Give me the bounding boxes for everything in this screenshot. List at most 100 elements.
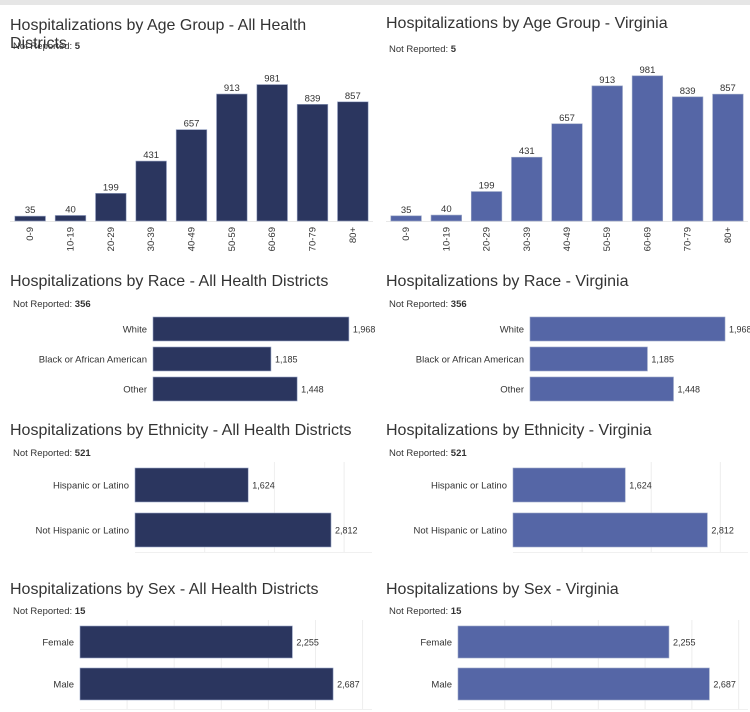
- race-all-category-label: Black or African American: [39, 355, 147, 366]
- age-all-bar: [175, 129, 208, 222]
- age-all-bar: [95, 193, 127, 222]
- age-va-chart: 35 0-9 40 10-19 199 20-29 431 30-39 657 40-49 913 5…: [386, 65, 748, 251]
- eth-all-category-label: Not Hispanic or Latino: [36, 526, 129, 537]
- not-reported-label: Not Reported:: [13, 41, 75, 52]
- age-va-tick-label: 0-9: [401, 227, 412, 241]
- age-all-data-label: 657: [184, 119, 200, 130]
- age-va-tick-label: 10-19: [441, 227, 452, 251]
- age-all-data-label: 35: [25, 205, 36, 216]
- eth-all-not-reported: Not Reported: 521: [13, 448, 91, 459]
- age-all-data-label: 839: [305, 93, 321, 104]
- age-all-tick-label: 70-79: [308, 227, 319, 251]
- race-va-title: Hospitalizations by Race - Virginia: [386, 273, 629, 290]
- not-reported-label: Not Reported:: [13, 448, 75, 459]
- eth-va-panel: Hospitalizations by Ethnicity - Virginia…: [376, 417, 750, 567]
- sex-va-title: Hospitalizations by Sex - Virginia: [386, 581, 619, 598]
- race-va-data-label: 1,185: [651, 355, 674, 365]
- age-all-data-label: 40: [65, 204, 76, 215]
- age-va-bar: [712, 93, 744, 222]
- age-va-tick-label: 40-49: [562, 227, 573, 251]
- age-va-data-label: 857: [720, 83, 736, 94]
- sex-va-panel: Hospitalizations by Sex - Virginia Not R…: [376, 576, 750, 712]
- top-bar: [0, 0, 750, 5]
- age-all-bar: [216, 93, 248, 222]
- eth-va-title: Hospitalizations by Ethnicity - Virginia: [386, 422, 652, 439]
- race-all-chart: White 1,968 Black or African American 1,185…: [39, 316, 375, 402]
- not-reported-label: Not Reported:: [13, 299, 75, 310]
- age-all-title: Hospitalizations by Age Group - All Heal…: [10, 17, 307, 52]
- age-all-bar: [135, 160, 167, 222]
- age-all-bar: [54, 215, 87, 222]
- age-all-tick-label: 20-29: [106, 227, 117, 251]
- sex-va-bar: [457, 667, 710, 701]
- age-all-panel: Hospitalizations by Age Group - All Heal…: [0, 10, 375, 255]
- eth-all-chart: Hispanic or Latino 1,624 Not Hispanic or L…: [36, 462, 372, 553]
- race-all-data-label: 1,448: [301, 385, 324, 395]
- age-all-not-reported: Not Reported: 5: [13, 41, 80, 52]
- not-reported-label: Not Reported:: [389, 299, 451, 310]
- age-all-tick-label: 40-49: [187, 227, 198, 251]
- age-va-tick-label: 60-69: [642, 227, 653, 251]
- race-va-category-label: White: [500, 325, 524, 336]
- age-all-bar: [296, 104, 329, 222]
- not-reported-label: Not Reported:: [13, 606, 75, 617]
- race-all-category-label: Other: [123, 385, 147, 396]
- age-va-data-label: 657: [559, 113, 575, 124]
- age-va-data-label: 913: [599, 75, 615, 86]
- age-va-data-label: 40: [441, 204, 452, 215]
- age-all-bar: [256, 84, 288, 222]
- sex-va-category-label: Female: [420, 638, 452, 649]
- not-reported-value: 356: [74, 299, 91, 310]
- age-all-data-label: 857: [345, 91, 361, 102]
- age-all-data-label: 431: [143, 150, 159, 161]
- race-all-panel: Hospitalizations by Race - All Health Di…: [0, 268, 375, 408]
- race-va-panel: Hospitalizations by Race - Virginia Not …: [376, 268, 750, 408]
- age-va-tick-label: 70-79: [683, 227, 694, 251]
- eth-va-data-label: 1,624: [629, 481, 652, 491]
- race-va-category-label: Other: [500, 385, 524, 396]
- age-all-chart: 35 0-9 40 10-19 199 20-29 431 30-39 657 40-49 913 5…: [10, 74, 373, 251]
- eth-va-category-label: Hispanic or Latino: [431, 481, 507, 492]
- sex-all-bar: [79, 667, 334, 701]
- sex-va-data-label: 2,687: [713, 680, 736, 690]
- race-va-bar: [529, 316, 726, 342]
- sex-all-panel: Hospitalizations by Sex - All Health Dis…: [0, 576, 375, 712]
- race-all-not-reported: Not Reported: 356: [13, 299, 91, 310]
- age-va-data-label: 431: [519, 146, 535, 157]
- age-va-data-label: 981: [640, 65, 656, 76]
- race-all-title: Hospitalizations by Race - All Health Di…: [10, 273, 329, 290]
- not-reported-label: Not Reported:: [389, 44, 451, 55]
- eth-va-data-label: 2,812: [711, 526, 734, 536]
- eth-all-data-label: 2,812: [335, 526, 358, 536]
- sex-all-not-reported: Not Reported: 15: [13, 606, 85, 617]
- eth-all-panel: Hospitalizations by Ethnicity - All Heal…: [0, 417, 375, 567]
- race-all-data-label: 1,185: [275, 355, 298, 365]
- eth-all-category-label: Hispanic or Latino: [53, 481, 129, 492]
- not-reported-value: 15: [450, 606, 462, 617]
- sex-va-bar: [457, 625, 670, 659]
- age-va-bar: [470, 191, 503, 222]
- eth-va-bar: [512, 512, 708, 548]
- sex-all-chart: Female 2,255 Male 2,687: [42, 620, 372, 710]
- not-reported-value: 521: [74, 448, 91, 459]
- eth-all-data-label: 1,624: [252, 481, 275, 491]
- sex-all-title: Hospitalizations by Sex - All Health Dis…: [10, 581, 319, 598]
- age-va-panel: Hospitalizations by Age Group - Virginia…: [376, 10, 750, 255]
- sex-va-category-label: Male: [431, 680, 452, 691]
- race-va-data-label: 1,448: [677, 385, 700, 395]
- age-all-tick-label: 0-9: [25, 227, 36, 241]
- race-va-data-label: 1,968: [729, 325, 750, 335]
- race-all-bar: [152, 316, 350, 342]
- age-all-tick-label: 30-39: [146, 227, 157, 251]
- age-va-bar: [672, 96, 704, 222]
- age-va-data-label: 839: [680, 86, 696, 97]
- age-all-bar: [337, 101, 369, 222]
- age-all-tick-label: 60-69: [267, 227, 278, 251]
- age-va-bar: [551, 123, 583, 222]
- age-va-data-label: 199: [479, 181, 495, 192]
- race-va-not-reported: Not Reported: 356: [389, 299, 467, 310]
- sex-all-category-label: Male: [53, 680, 74, 691]
- eth-va-bar: [512, 467, 626, 503]
- age-all-data-label: 913: [224, 83, 240, 94]
- not-reported-label: Not Reported:: [389, 606, 451, 617]
